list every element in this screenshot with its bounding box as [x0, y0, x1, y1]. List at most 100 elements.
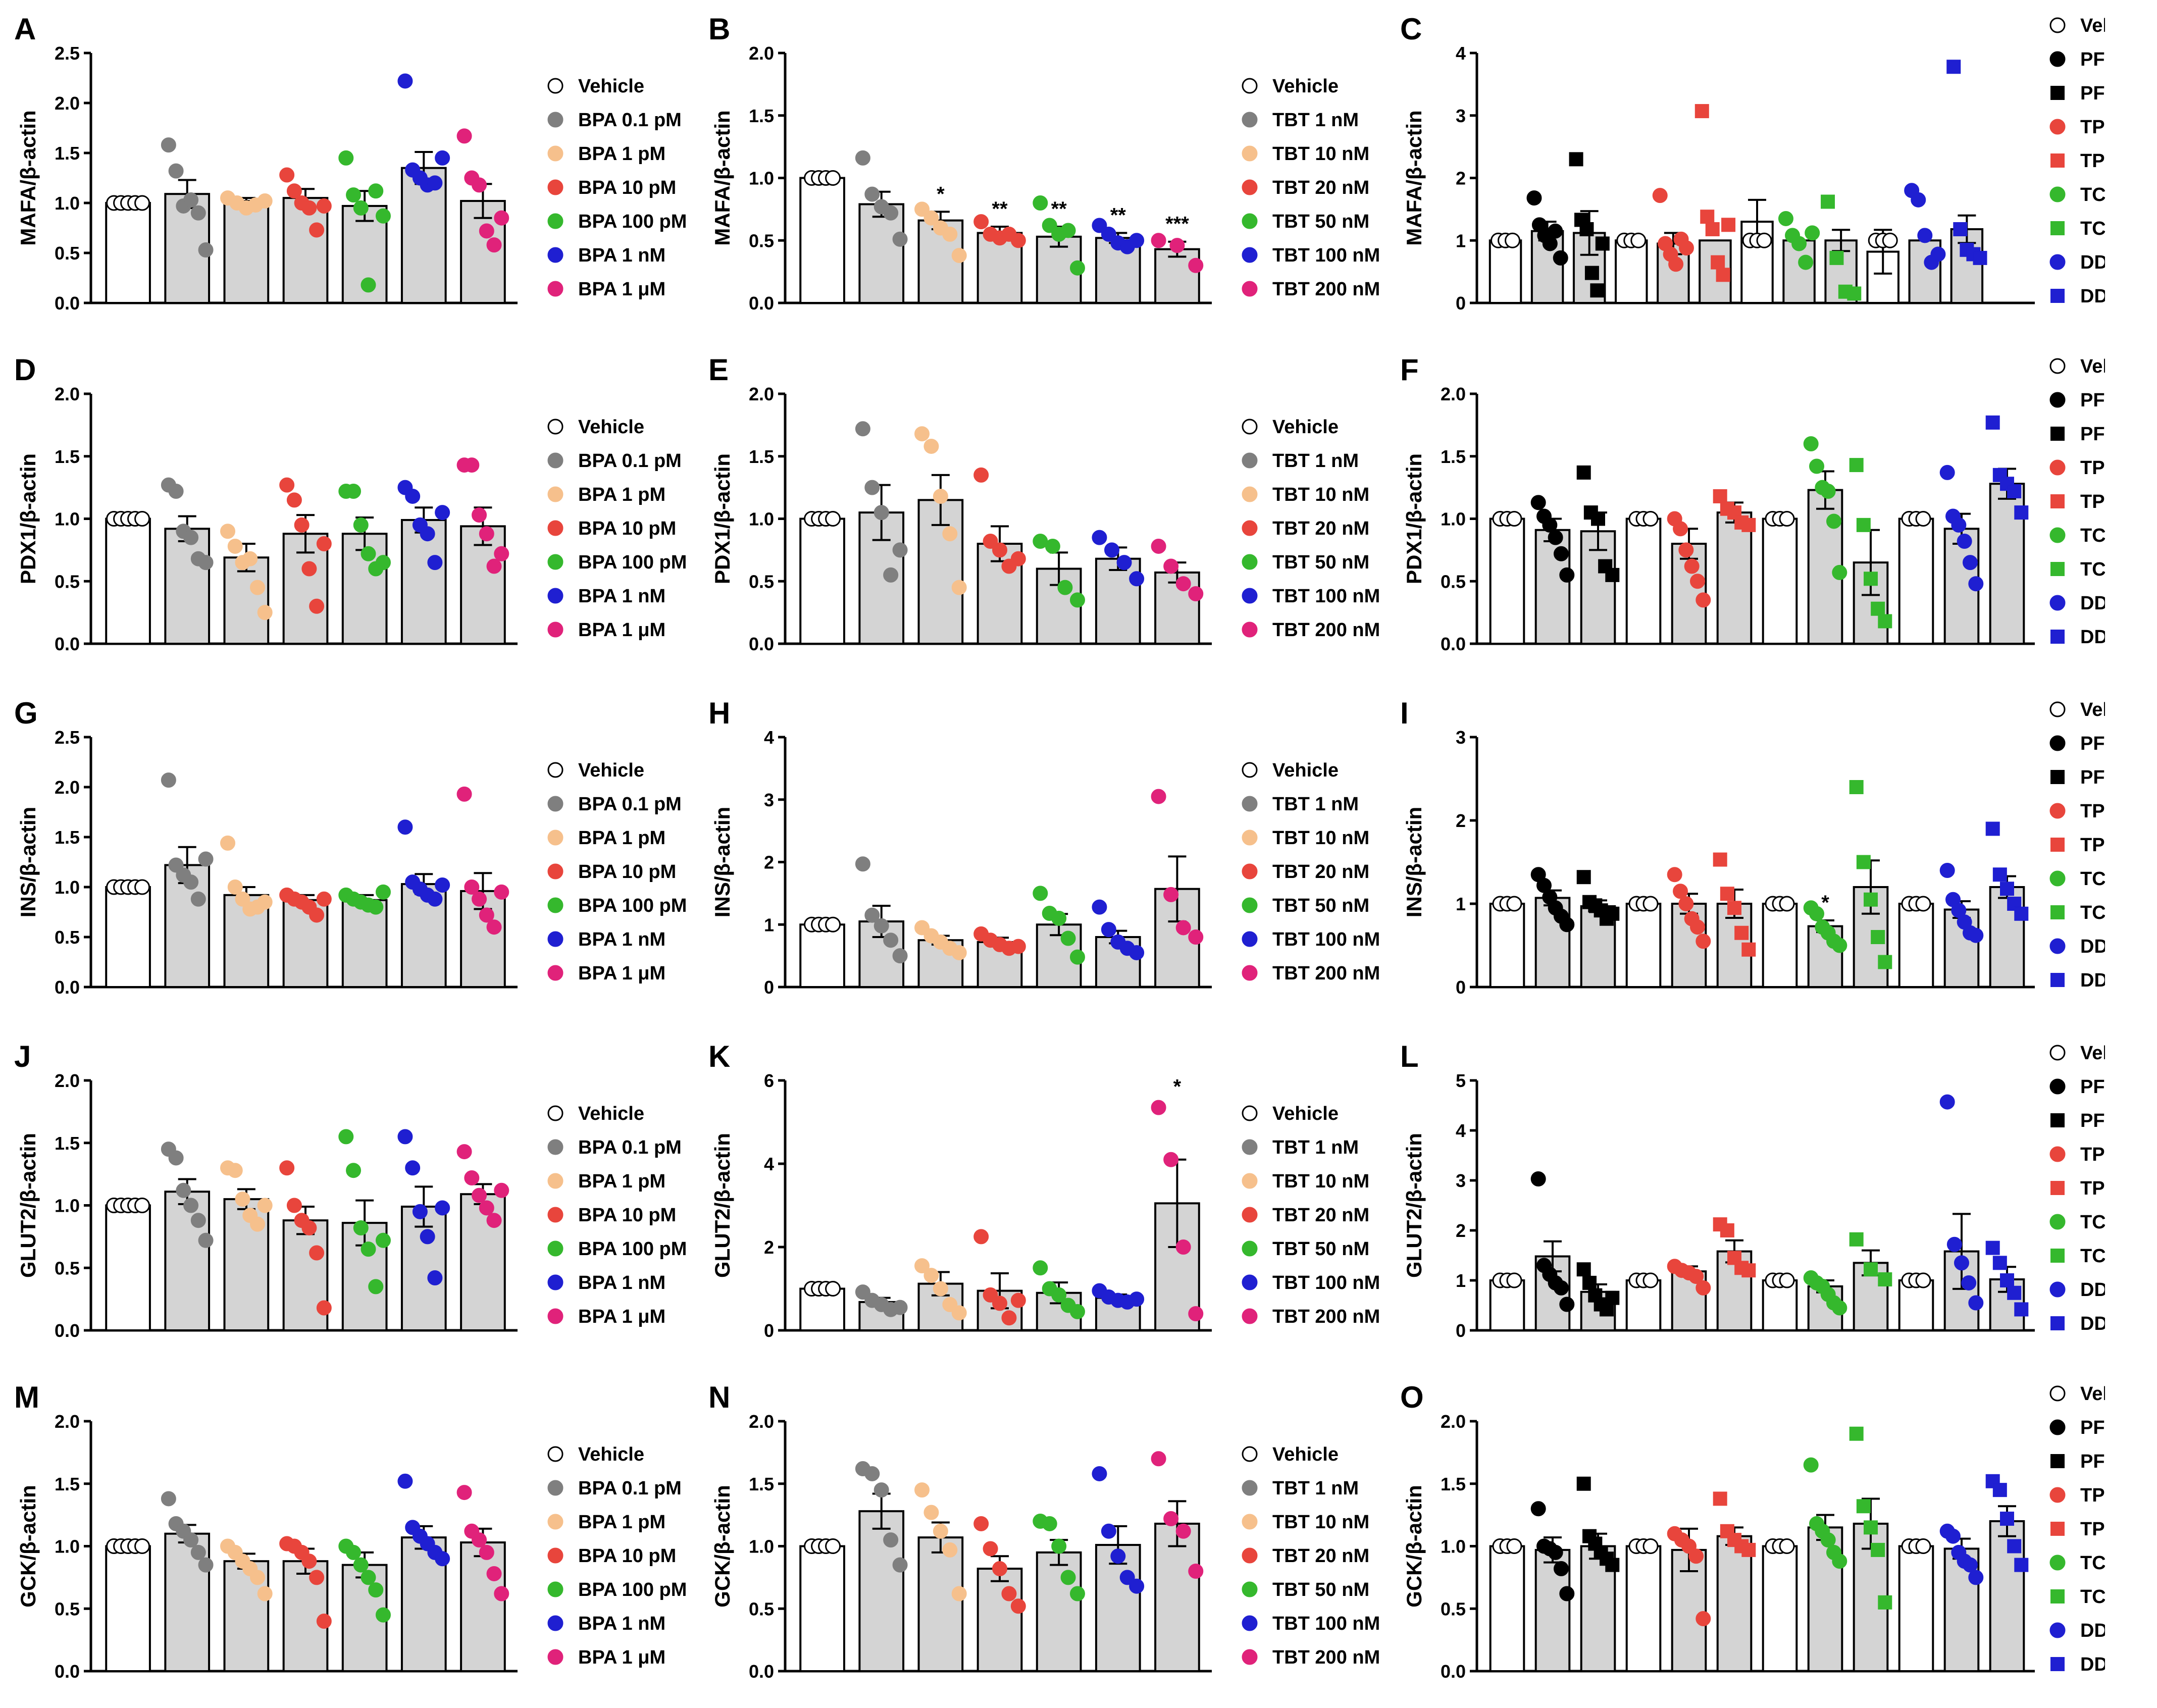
legend-marker [2049, 51, 2066, 67]
data-point [183, 874, 199, 890]
data-point [375, 1232, 391, 1248]
legend-marker-square [2050, 1249, 2065, 1263]
data-point [1642, 1272, 1659, 1288]
legend-label: TPP 1 μM [2080, 1178, 2105, 1199]
data-point [368, 1582, 384, 1598]
data-point [1673, 884, 1688, 899]
data-point [874, 505, 889, 521]
data-point [1832, 1554, 1847, 1569]
data-point [353, 517, 369, 533]
legend-marker [1242, 1581, 1258, 1597]
data-point [1741, 1542, 1756, 1557]
data-point [1915, 511, 1931, 527]
data-point [494, 546, 509, 561]
data-point [1992, 867, 2007, 882]
data-point [992, 1296, 1007, 1311]
data-point [435, 877, 450, 893]
data-point [427, 175, 443, 191]
data-point [1696, 1611, 1711, 1627]
data-point [1188, 1306, 1204, 1321]
legend-marker [1242, 419, 1258, 435]
legend-marker [1242, 112, 1258, 128]
legend-marker [547, 897, 563, 913]
data-point [1591, 511, 1605, 526]
data-point [420, 526, 435, 542]
data-point [992, 542, 1007, 558]
data-point [1734, 925, 1749, 940]
bar-9 [1898, 1279, 1934, 1331]
data-point [1506, 1272, 1522, 1288]
data-point [249, 580, 265, 595]
data-point [1579, 222, 1594, 236]
legend-marker [547, 1240, 563, 1257]
chart-A: A 0.0 0.5 1.0 1.5 2.0 2.5 MAFA/β-actin Vehicle BP… [14, 12, 687, 314]
data-point [2014, 906, 2029, 921]
data-point [435, 1551, 450, 1567]
data-point [1605, 1290, 1620, 1305]
chart-M: M 0.0 0.5 1.0 1.5 2.0 GCK/β-actin Vehicle BPA 0.… [14, 1380, 687, 1682]
bar-3 [1615, 239, 1648, 304]
significance-star: * [1821, 892, 1829, 914]
data-point [2007, 484, 2022, 499]
data-point [1716, 268, 1730, 282]
data-point [1809, 458, 1825, 474]
data-point [227, 1163, 243, 1178]
data-point [1010, 233, 1026, 248]
legend-marker [2049, 701, 2066, 717]
legend-marker [1242, 622, 1258, 638]
data-point [1832, 938, 1847, 953]
y-tick-label: 1.5 [749, 106, 774, 126]
data-point [456, 1144, 472, 1160]
data-point [983, 1541, 998, 1557]
data-point [242, 551, 258, 566]
chart-J: J 0.0 0.5 1.0 1.5 2.0 GLUT2/β-actin Vehicle BPA … [14, 1040, 687, 1341]
legend-marker [1242, 931, 1258, 947]
y-tick-label: 0 [1456, 1320, 1466, 1341]
bar-0 [105, 202, 151, 304]
legend-marker [547, 486, 563, 502]
y-tick-label: 1.5 [55, 827, 80, 848]
data-point [864, 186, 880, 202]
legend-label: BPA 1 μM [578, 1306, 665, 1327]
legend-marker [2049, 938, 2066, 954]
legend-label: PFOA 1 μM [2080, 767, 2105, 788]
legend-label: DDE 1 μM [2080, 970, 2105, 991]
data-point [1069, 949, 1085, 965]
y-tick-label: 2.0 [55, 777, 80, 798]
legend-marker [2049, 358, 2066, 374]
data-point [1720, 887, 1734, 901]
data-point [1882, 232, 1898, 248]
data-point [1042, 1516, 1057, 1531]
data-point [464, 879, 480, 895]
legend-marker [1242, 1308, 1258, 1324]
data-point [1930, 246, 1946, 262]
y-tick-label: 1.5 [55, 1474, 80, 1494]
data-point [1033, 1260, 1048, 1276]
legend-marker-square [2050, 1589, 2065, 1603]
legend-label: TBT 50 nM [1272, 1238, 1369, 1260]
data-point [864, 1466, 880, 1481]
data-point [427, 555, 443, 571]
data-point [874, 918, 889, 934]
data-point [1727, 901, 1741, 915]
data-point [479, 526, 494, 542]
data-point [1711, 255, 1725, 270]
data-point [892, 1557, 908, 1573]
legend-label: BPA 0.1 pM [578, 1137, 682, 1158]
legend-marker [547, 213, 563, 229]
legend-label: TBT 20 nM [1272, 177, 1369, 198]
legend-marker [1242, 1207, 1258, 1223]
panel-letter: H [708, 696, 730, 730]
y-tick-label: 1 [1456, 1270, 1466, 1291]
legend-marker-square [2050, 221, 2065, 235]
data-point [1101, 226, 1116, 242]
legend-marker [547, 1105, 563, 1121]
data-point [479, 907, 494, 923]
legend-marker-square [2050, 1454, 2065, 1468]
legend-label: TPP 1 nM [2080, 457, 2105, 479]
data-point [1779, 1538, 1795, 1554]
data-point [346, 1163, 362, 1178]
y-tick-label: 1 [764, 914, 774, 935]
data-point [933, 1523, 948, 1539]
legend-label: BPA 10 pM [578, 177, 676, 198]
